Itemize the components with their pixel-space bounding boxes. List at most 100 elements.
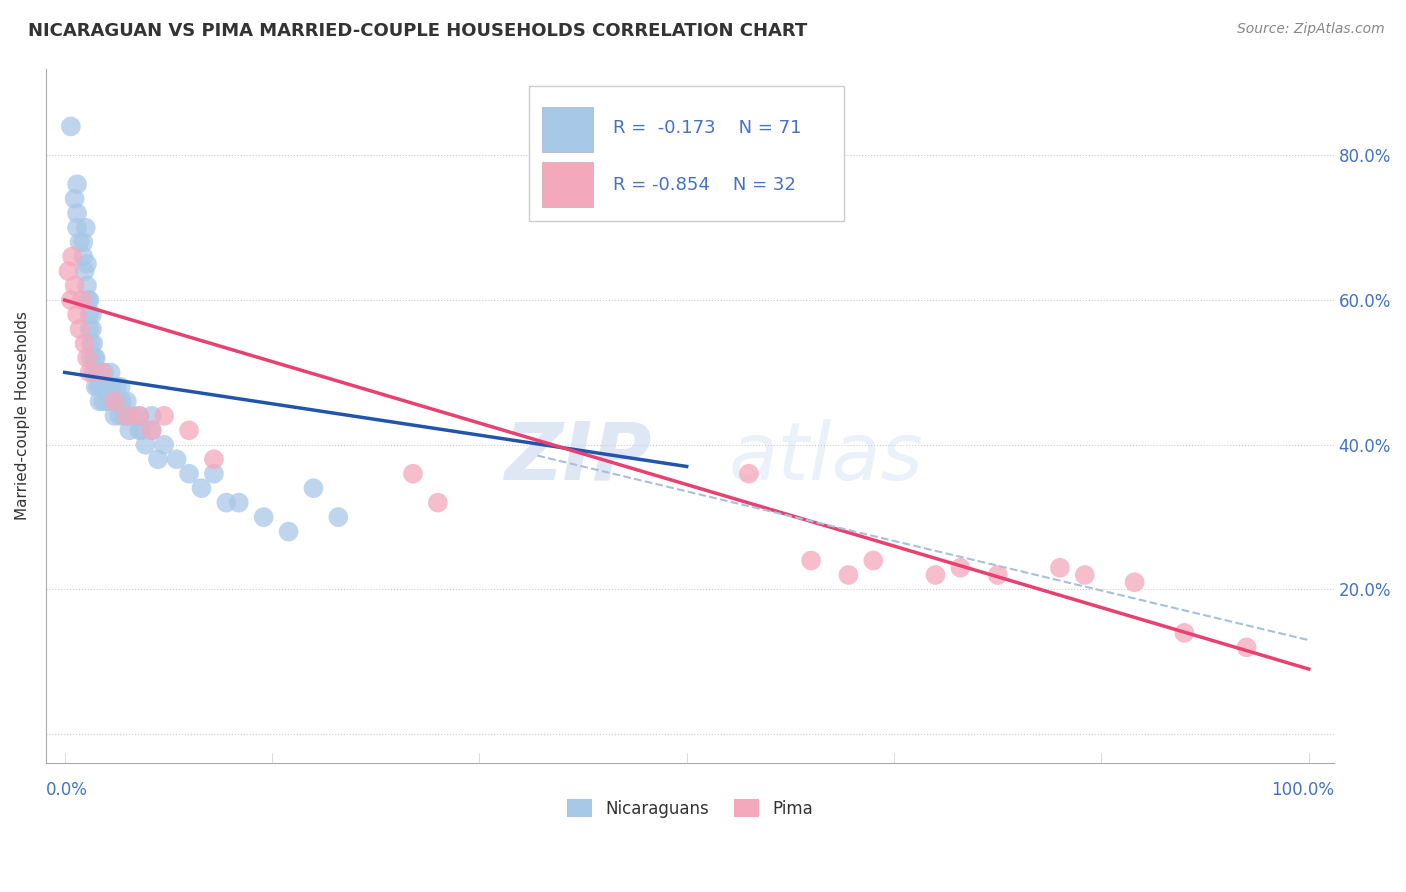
- Point: [89, 366, 111, 380]
- Point: [91, 366, 114, 380]
- Point: [738, 467, 761, 481]
- Point: [1236, 640, 1258, 655]
- Point: [69, 235, 91, 249]
- Point: [131, 423, 153, 437]
- Point: [91, 380, 114, 394]
- Point: [77, 293, 100, 307]
- Point: [80, 322, 103, 336]
- Point: [59, 293, 82, 307]
- Point: [59, 120, 82, 134]
- Text: R =  -0.173    N = 71: R = -0.173 N = 71: [613, 119, 801, 136]
- Text: Source: ZipAtlas.com: Source: ZipAtlas.com: [1237, 22, 1385, 37]
- Point: [86, 366, 108, 380]
- Point: [58, 264, 80, 278]
- Point: [215, 496, 238, 510]
- Point: [105, 380, 128, 394]
- Point: [63, 192, 86, 206]
- Point: [83, 351, 105, 365]
- Point: [84, 351, 107, 365]
- Point: [800, 553, 823, 567]
- Point: [146, 452, 169, 467]
- Point: [177, 423, 200, 437]
- Point: [79, 293, 101, 307]
- Point: [112, 409, 135, 423]
- Point: [90, 380, 112, 394]
- FancyBboxPatch shape: [541, 107, 593, 152]
- Point: [82, 336, 104, 351]
- Point: [202, 467, 225, 481]
- Point: [94, 380, 117, 394]
- Point: [89, 394, 111, 409]
- Point: [103, 394, 125, 409]
- Point: [153, 438, 176, 452]
- Point: [66, 220, 89, 235]
- Point: [79, 308, 101, 322]
- Point: [402, 467, 425, 481]
- Point: [166, 452, 188, 467]
- Point: [177, 467, 200, 481]
- Point: [101, 380, 124, 394]
- Point: [1173, 626, 1195, 640]
- Point: [84, 380, 107, 394]
- Point: [141, 423, 163, 437]
- Point: [1123, 575, 1146, 590]
- Point: [924, 568, 946, 582]
- Point: [328, 510, 350, 524]
- Point: [107, 394, 129, 409]
- Point: [128, 409, 150, 423]
- Text: 100.0%: 100.0%: [1271, 781, 1334, 799]
- Point: [115, 409, 138, 423]
- Point: [128, 409, 150, 423]
- Point: [80, 351, 103, 365]
- Point: [66, 308, 89, 322]
- Point: [141, 423, 163, 437]
- Point: [93, 366, 115, 380]
- Point: [108, 409, 131, 423]
- Point: [253, 510, 276, 524]
- Point: [1074, 568, 1097, 582]
- Point: [73, 336, 96, 351]
- Text: atlas: atlas: [728, 418, 924, 497]
- Point: [837, 568, 859, 582]
- Point: [190, 481, 212, 495]
- FancyBboxPatch shape: [529, 86, 845, 221]
- Point: [115, 394, 138, 409]
- Point: [70, 293, 93, 307]
- Point: [91, 366, 114, 380]
- Point: [100, 366, 122, 380]
- Point: [84, 366, 107, 380]
- Point: [76, 278, 98, 293]
- Point: [91, 394, 114, 409]
- Point: [69, 322, 91, 336]
- Point: [202, 452, 225, 467]
- Point: [72, 250, 94, 264]
- Point: [141, 409, 163, 423]
- Point: [79, 366, 101, 380]
- Text: ZIP: ZIP: [503, 418, 651, 497]
- Point: [949, 561, 972, 575]
- Point: [862, 553, 884, 567]
- Point: [153, 409, 176, 423]
- Point: [987, 568, 1010, 582]
- Point: [98, 394, 121, 409]
- Point: [97, 380, 120, 394]
- Point: [76, 351, 98, 365]
- Point: [134, 438, 156, 452]
- Point: [73, 264, 96, 278]
- Point: [76, 257, 98, 271]
- Point: [110, 380, 132, 394]
- Point: [277, 524, 299, 539]
- Point: [1049, 561, 1071, 575]
- Point: [128, 423, 150, 437]
- Point: [63, 278, 86, 293]
- Point: [79, 322, 101, 336]
- Point: [82, 366, 104, 380]
- Point: [72, 235, 94, 249]
- Point: [302, 481, 325, 495]
- Point: [87, 380, 110, 394]
- Text: 0.0%: 0.0%: [46, 781, 87, 799]
- Point: [426, 496, 449, 510]
- Legend: Nicaraguans, Pima: Nicaraguans, Pima: [560, 793, 820, 824]
- Point: [80, 336, 103, 351]
- Point: [228, 496, 250, 510]
